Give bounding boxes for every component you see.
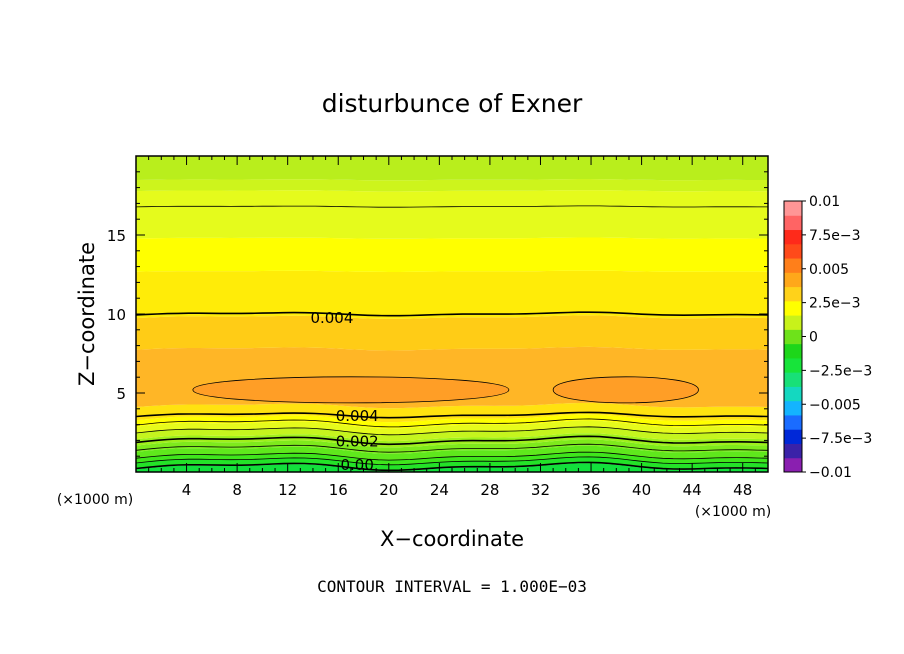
contour-band xyxy=(136,237,768,272)
contour-line xyxy=(135,461,769,472)
colorbar: 0.01 7.5e−3 0.005 2.5e−3 0 −2.5e−3 −0.005 −7.5e… xyxy=(783,194,872,481)
colorbar-segment xyxy=(784,429,802,444)
y-tick-label: 15 xyxy=(107,227,126,245)
chart-title: disturbunce of Exner xyxy=(322,89,583,118)
contour-label: 0.002 xyxy=(336,432,379,450)
contour-label: 0.004 xyxy=(310,309,353,327)
contour-band xyxy=(136,190,768,239)
contour-band xyxy=(136,179,768,192)
y-axis-title: Z−coordinate xyxy=(75,242,99,386)
colorbar-segment xyxy=(784,215,802,231)
colorbar-label: −0.005 xyxy=(809,397,861,413)
x-tick-label: 28 xyxy=(480,481,499,499)
colorbar-segment xyxy=(784,386,802,402)
colorbar-segment xyxy=(784,414,802,430)
contour-band xyxy=(136,445,768,461)
contour-band xyxy=(136,452,768,465)
contour-band xyxy=(136,315,768,351)
x-tick-label: 32 xyxy=(531,481,550,499)
contour-line xyxy=(135,456,769,466)
colorbar-segment xyxy=(784,258,802,273)
x-axis-title: X−coordinate xyxy=(380,527,524,551)
colorbar-label: 0.01 xyxy=(809,194,840,210)
contour-band xyxy=(136,156,768,181)
colorbar-segment xyxy=(784,357,802,373)
contour-line xyxy=(135,311,769,317)
contour-band xyxy=(136,414,768,429)
colorbar-segment xyxy=(784,272,802,288)
colorbar-label: 2.5e−3 xyxy=(809,296,861,312)
contour-maximum-region xyxy=(192,376,510,404)
x-tick-label: 48 xyxy=(733,481,752,499)
contour-band xyxy=(136,270,768,319)
contour-band xyxy=(136,456,768,472)
contour-line xyxy=(135,418,769,428)
colorbar-segment xyxy=(784,372,802,387)
contour-label: 0.004 xyxy=(336,407,379,425)
colorbar-label: −0.01 xyxy=(809,465,852,481)
colorbar-segment xyxy=(784,229,802,245)
colorbar-segment xyxy=(784,315,802,330)
contour-line xyxy=(135,451,769,461)
x-tick-label: 44 xyxy=(683,481,702,499)
contour-interval-note: CONTOUR INTERVAL = 1.000E−03 xyxy=(317,577,587,596)
colorbar-label: 0 xyxy=(809,330,818,346)
colorbar-segment xyxy=(784,201,802,216)
x-unit-label-left: (×1000 m) xyxy=(57,492,133,508)
contour-band xyxy=(136,463,768,472)
colorbar-segment xyxy=(784,400,802,416)
colorbar-label: 0.005 xyxy=(809,262,849,278)
colorbar-segment xyxy=(784,457,802,473)
y-tick-label: 5 xyxy=(116,385,126,403)
colorbar-segment xyxy=(784,300,802,316)
contour-line xyxy=(135,443,769,453)
contour-band xyxy=(136,439,768,454)
x-unit-label-right: (×1000 m) xyxy=(695,504,771,520)
contour-line xyxy=(135,411,769,419)
y-tick-label: 10 xyxy=(107,306,126,324)
colorbar-label: −7.5e−3 xyxy=(809,431,872,447)
x-tick-label: 24 xyxy=(430,481,449,499)
colorbar-segment xyxy=(784,329,802,345)
x-tick-label: 4 xyxy=(182,481,192,499)
colorbar-label: −2.5e−3 xyxy=(809,363,872,379)
x-tick-label: 20 xyxy=(379,481,398,499)
x-tick-label: 12 xyxy=(278,481,297,499)
colorbar-segment xyxy=(784,243,802,259)
contour-label: 0.00 xyxy=(340,456,373,474)
contour-band xyxy=(136,420,768,435)
x-tick-label: 8 xyxy=(232,481,242,499)
contour-line xyxy=(135,435,769,446)
contour-line xyxy=(135,426,769,436)
colorbar-label: 7.5e−3 xyxy=(809,228,861,244)
x-tick-label: 16 xyxy=(329,481,348,499)
contour-band xyxy=(136,426,768,442)
contour-line xyxy=(135,205,768,208)
contour-maximum-region xyxy=(552,376,699,404)
colorbar-segment xyxy=(784,286,802,302)
x-tick-label: 36 xyxy=(581,481,600,499)
x-tick-label: 40 xyxy=(632,481,651,499)
colorbar-segment xyxy=(784,343,802,359)
colorbar-segment xyxy=(784,443,802,459)
contour-band xyxy=(136,402,768,423)
